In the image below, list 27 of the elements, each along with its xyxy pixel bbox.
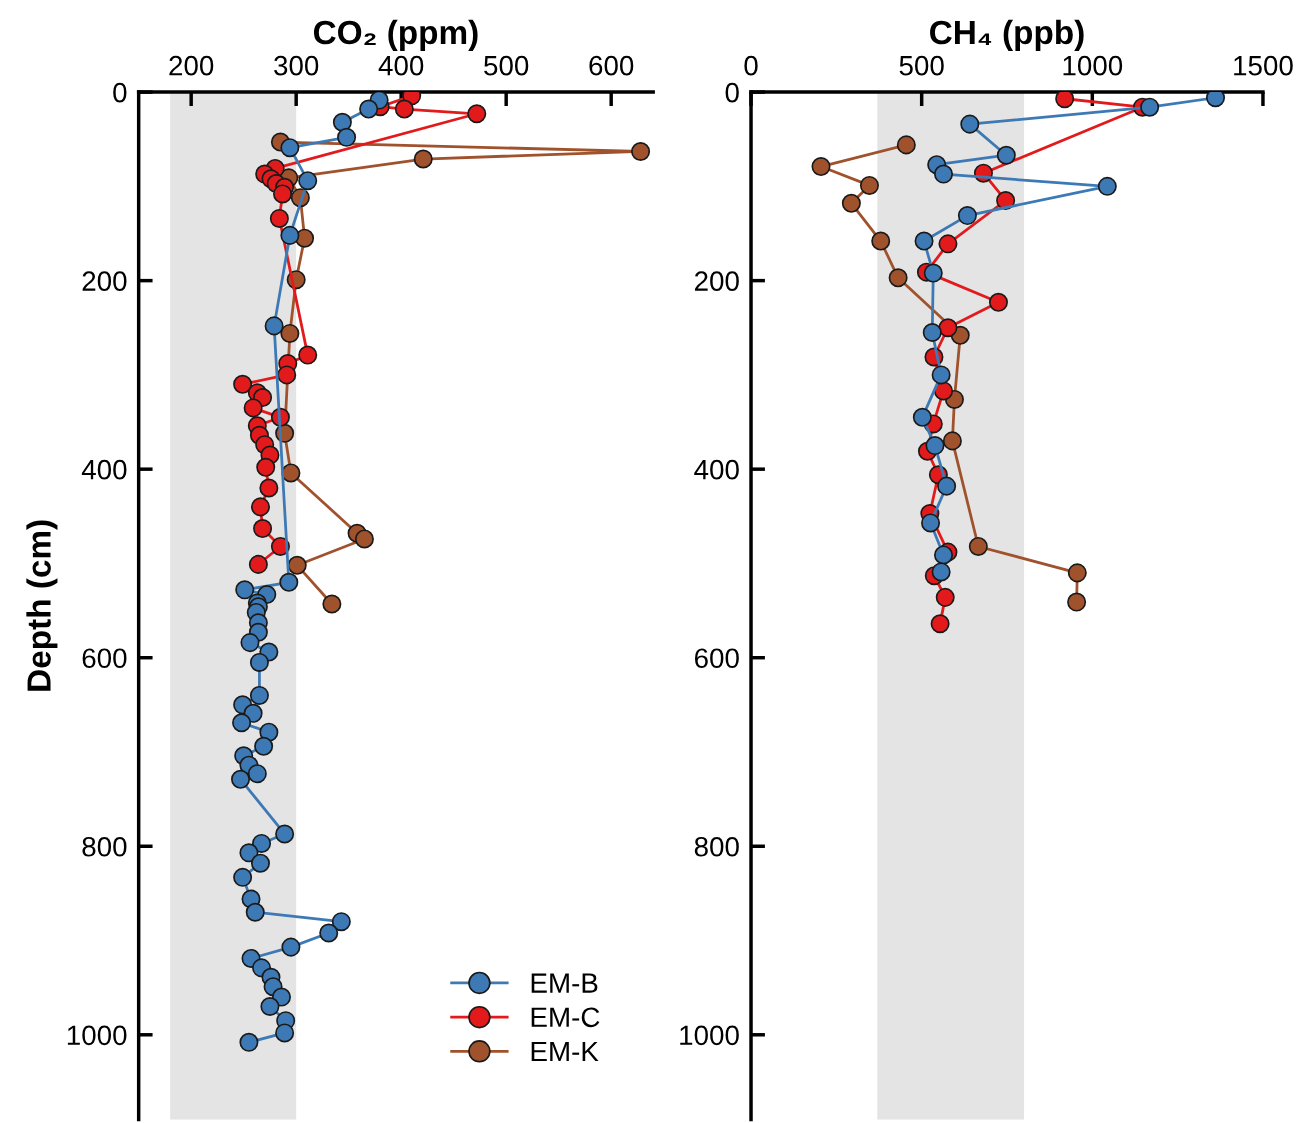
- y-tick-label: 400: [81, 459, 127, 480]
- y-tick-label: 200: [82, 271, 127, 291]
- legend-label: EM-B: [531, 973, 598, 993]
- x-tick-label: 500: [484, 55, 529, 76]
- x-tick-label: 500: [899, 55, 944, 76]
- y-axis-title: Depth (cm): [26, 520, 58, 691]
- y-tick-label: 0: [113, 82, 127, 103]
- x-tick-label: 300: [274, 55, 319, 76]
- legend-label: EM-C: [531, 1007, 600, 1028]
- x-tick-label: 0: [744, 55, 758, 76]
- y-tick-label: 200: [694, 271, 739, 291]
- y-tick-label: 800: [82, 836, 127, 857]
- x-axis-title: CH₄ (ppb): [930, 19, 1084, 51]
- y-tick-label: 600: [694, 648, 739, 669]
- x-tick-label: 600: [589, 55, 634, 76]
- x-tick-label: 1000: [1063, 55, 1123, 76]
- x-tick-label: 1500: [1234, 55, 1293, 76]
- y-tick-label: 0: [725, 82, 739, 103]
- x-axis-title: CO₂ (ppm): [313, 19, 478, 51]
- y-tick-label: 1000: [680, 1025, 739, 1046]
- x-tick-label: 400: [378, 55, 424, 76]
- y-tick-label: 400: [694, 459, 739, 480]
- y-tick-label: 1000: [67, 1025, 127, 1046]
- y-tick-label: 800: [694, 836, 739, 857]
- x-tick-label: 200: [169, 55, 214, 76]
- legend-label: EM-K: [531, 1041, 599, 1062]
- y-tick-label: 600: [82, 648, 127, 669]
